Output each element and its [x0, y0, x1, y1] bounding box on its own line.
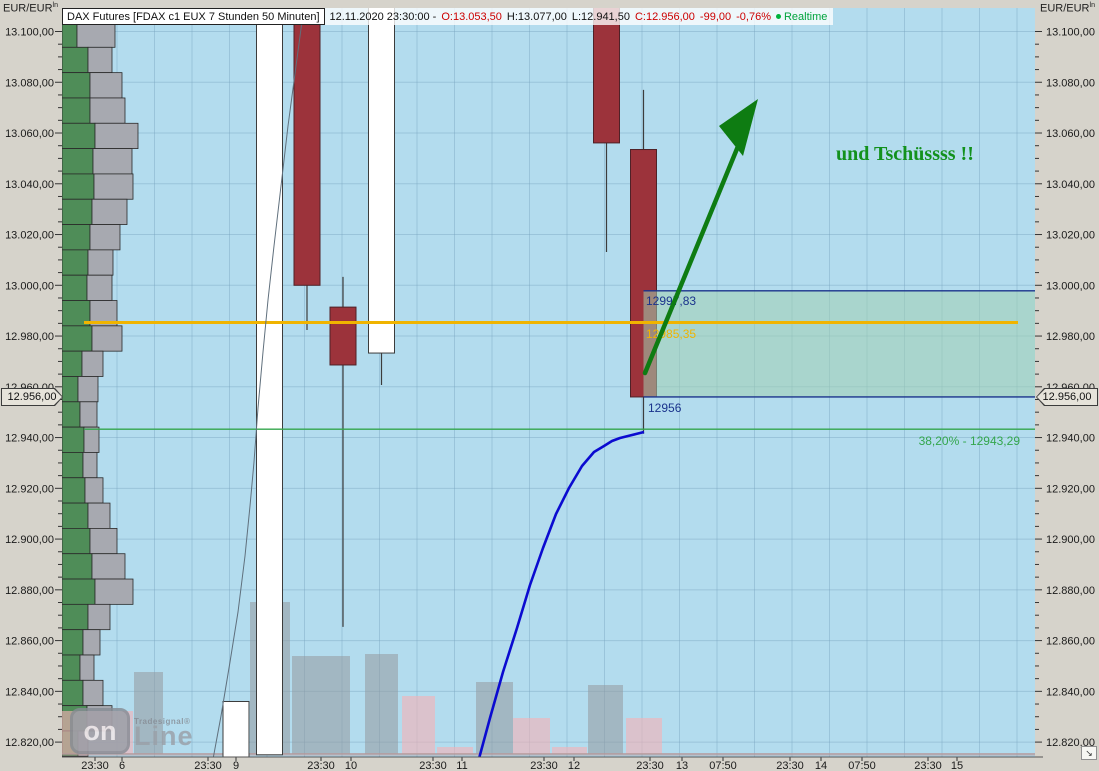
- x-axis-label: 23:30: [914, 760, 942, 771]
- y-axis-label-right: 13.100,00: [1046, 27, 1095, 39]
- y-axis-label-left: 12.900,00: [5, 534, 54, 546]
- realtime-label: Realtime: [783, 10, 828, 23]
- retracement-zone[interactable]: [643, 290, 1036, 397]
- x-axis-label: 23:30: [776, 760, 804, 771]
- change-label: -99,00: [699, 10, 732, 23]
- logo-brand-small: Tradesignal®: [134, 716, 191, 726]
- axis-unit-right: EUR/EURln: [1040, 2, 1095, 15]
- x-axis-label: 6: [119, 760, 125, 771]
- x-axis-label: 23:30: [81, 760, 109, 771]
- y-axis-label-left: 12.820,00: [5, 737, 54, 749]
- y-axis-label-left: 12.980,00: [5, 331, 54, 343]
- x-axis-label: 23:30: [530, 760, 558, 771]
- logo-badge: on: [70, 708, 130, 754]
- x-axis-label: 14: [815, 760, 827, 771]
- y-axis-label-left: 13.100,00: [5, 27, 54, 39]
- indicator-curve[interactable]: [477, 430, 645, 766]
- high-label: H:13.077,00: [506, 10, 567, 23]
- y-axis-label-right: 13.020,00: [1046, 230, 1095, 242]
- candlesticks: [222, 8, 657, 757]
- chart-legend: DAX Futures [FDAX c1 EUX 7 Stunden 50 Mi…: [62, 8, 834, 25]
- y-axis-label-left: 13.060,00: [5, 128, 54, 140]
- candlestick: [368, 8, 395, 354]
- entry-line-label: 12985,35: [646, 327, 696, 341]
- y-axis-label-right: 12.940,00: [1046, 433, 1095, 445]
- y-axis-label-right: 12.860,00: [1046, 636, 1095, 648]
- trend-curve[interactable]: [211, 13, 304, 770]
- change-pct-label: -0,76%: [736, 10, 771, 23]
- x-axis-label: 23:30: [636, 760, 664, 771]
- y-axis-label-left: 13.000,00: [5, 280, 54, 292]
- candlestick: [593, 8, 620, 144]
- x-axis-label: 9: [233, 760, 239, 771]
- low-label: L:12.941,50: [571, 10, 630, 23]
- y-axis-label-right: 13.080,00: [1046, 77, 1095, 89]
- y-axis-label-right: 12.840,00: [1046, 686, 1095, 698]
- arrow-annotation[interactable]: [642, 99, 758, 376]
- price-tag-value: 12.956,00: [2, 389, 62, 405]
- candlestick: [222, 700, 250, 757]
- x-axis-label: 10: [345, 760, 357, 771]
- y-axis-label-left: 12.860,00: [5, 636, 54, 648]
- candlestick: [293, 8, 321, 286]
- y-axis-label-right: 13.000,00: [1046, 280, 1095, 292]
- y-axis-label-left: 12.880,00: [5, 585, 54, 597]
- x-axis-label: 12: [568, 760, 580, 771]
- logo-brand-large: Line: [134, 720, 194, 751]
- x-axis-label: 11: [456, 760, 467, 771]
- volume-bars: [62, 602, 662, 754]
- y-axis-label-left: 12.840,00: [5, 686, 54, 698]
- x-axis: 23:30 6 23:30 9 23:30 10 23:30 11 23:30 12 23:30 13…: [62, 756, 1043, 771]
- x-axis-label: 13: [676, 760, 688, 771]
- retracement-top-label: 12997,83: [646, 294, 696, 308]
- realtime-dot-icon: [775, 14, 781, 19]
- y-axis-label-left: 13.020,00: [5, 230, 54, 242]
- y-axis-label-left: 12.940,00: [5, 433, 54, 445]
- tradesignal-logo: on Tradesignal® Line: [70, 708, 194, 754]
- realtime-indicator: Realtime: [775, 10, 828, 23]
- x-axis-label: 07:50: [848, 760, 876, 771]
- x-axis-label: 23:30: [419, 760, 447, 771]
- y-axis-label-right: 12.900,00: [1046, 534, 1095, 546]
- fib-382-line-label: 38,20% - 12943,29: [919, 434, 1021, 448]
- close-line-label: 12956: [648, 401, 682, 415]
- y-axis-label-right: 12.920,00: [1046, 483, 1095, 495]
- close-label: C:12.956,00: [634, 10, 695, 23]
- axis-unit-left: EUR/EURln: [3, 2, 58, 15]
- scroll-to-latest-button[interactable]: ↘: [1081, 746, 1097, 760]
- log-scale-indicator: ln: [52, 2, 58, 9]
- open-label: O:13.053,50: [441, 10, 502, 23]
- current-price-tag-right: 12.956,00: [1036, 388, 1098, 406]
- y-axis-label-right: 13.060,00: [1046, 128, 1095, 140]
- datetime-label: 12.11.2020 23:30:00 -: [329, 10, 437, 23]
- text-annotation[interactable]: und Tschüssss !!: [836, 143, 974, 165]
- x-axis-label: 07:50: [709, 760, 737, 771]
- current-price-tag-left: 12.956,00: [1, 388, 63, 406]
- y-axis-label-left: 13.040,00: [5, 179, 54, 191]
- price-tag-value: 12.956,00: [1037, 389, 1097, 405]
- x-axis-label: 23:30: [194, 760, 222, 771]
- candlestick: [329, 306, 357, 366]
- log-scale-indicator: ln: [1089, 2, 1095, 9]
- symbol-label: DAX Futures [FDAX c1 EUX 7 Stunden 50 Mi…: [62, 8, 325, 25]
- x-axis-label: 23:30: [307, 760, 335, 771]
- y-axis-label-left: 13.080,00: [5, 77, 54, 89]
- level-lines: 12997,83 12985,35 12956 38,20% - 12943,29: [84, 290, 1035, 448]
- y-axis-label-right: 13.040,00: [1046, 179, 1095, 191]
- y-axis-label-left: 12.920,00: [5, 483, 54, 495]
- x-axis-label: 15: [951, 760, 963, 771]
- y-axis-label-right: 12.980,00: [1046, 331, 1095, 343]
- y-axis-label-right: 12.880,00: [1046, 585, 1095, 597]
